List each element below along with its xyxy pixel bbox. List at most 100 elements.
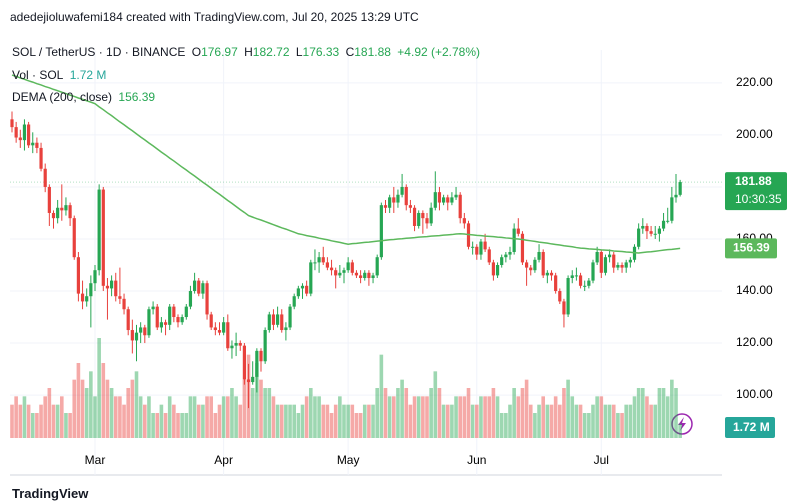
candle-body (300, 285, 305, 289)
volume-bar (176, 413, 180, 438)
candle-body (537, 251, 541, 260)
candle-body (329, 267, 334, 271)
volume-bar (35, 413, 39, 438)
candle-body (242, 345, 246, 380)
volume-bar (329, 413, 334, 438)
candle-body (64, 205, 68, 211)
candle-body (197, 280, 201, 294)
candle-body (624, 262, 628, 268)
candle-body (479, 241, 483, 255)
candle-body (193, 280, 197, 292)
candle-body (60, 207, 64, 211)
volume-bar (553, 396, 558, 438)
volume-bar (421, 396, 425, 438)
candle-body (14, 127, 18, 138)
candle-body (151, 306, 155, 310)
ohlc-label: L (295, 45, 303, 59)
volume-bar (138, 396, 143, 438)
candle-body (209, 314, 213, 328)
candle-body (130, 330, 134, 341)
volume-bar (412, 396, 417, 438)
volume-badge (725, 417, 775, 438)
candle-body (446, 197, 450, 203)
candle-body (296, 288, 300, 297)
candle-body (612, 254, 616, 268)
volume-bar (279, 404, 284, 438)
volume-bar (143, 404, 147, 438)
candle-body (22, 124, 27, 141)
volume-bar (670, 379, 674, 438)
volume-bar (653, 404, 658, 438)
candle-body (276, 314, 280, 325)
price-legend: SOL / TetherUS · 1D · BINANCE O176.97 H1… (12, 45, 483, 59)
candle-body (134, 332, 139, 341)
volume-bar (288, 404, 292, 438)
volume-bar (205, 396, 209, 438)
volume-bar (196, 404, 201, 438)
candle-body (184, 306, 188, 318)
x-tick-label: Mar (85, 453, 106, 467)
candle-body (159, 322, 163, 328)
header: adedejioluwafemi184 created with Trading… (10, 10, 419, 24)
candle-body (616, 265, 620, 268)
candle-body (388, 197, 392, 208)
volume-bar (437, 388, 442, 438)
candle-body (587, 280, 591, 286)
volume-value: 1.72 M (69, 68, 107, 82)
volume-bar (549, 404, 554, 438)
candle-body (47, 186, 51, 213)
volume-bar (255, 363, 259, 438)
candle-body (68, 205, 72, 219)
volume-bar (321, 404, 326, 438)
volume-bar (346, 404, 350, 438)
volume-bar (60, 396, 64, 438)
candle-body (462, 218, 466, 224)
volume-bar (296, 413, 301, 438)
volume-bar (342, 404, 346, 438)
volume-bar (242, 379, 247, 438)
candle-body (338, 272, 342, 276)
volume-bar (537, 404, 541, 438)
candle-body (454, 194, 458, 198)
volume-bar (354, 413, 359, 438)
candle-body (558, 291, 562, 302)
candle-body (280, 314, 284, 331)
volume-bar (429, 388, 433, 438)
countdown: 10:30:35 (735, 192, 782, 206)
volume-bar (578, 404, 583, 438)
volume-bar (26, 404, 31, 438)
candle-body (653, 233, 657, 235)
volume-bar (213, 413, 218, 438)
volume-bar (661, 388, 666, 438)
volume-bar (570, 396, 575, 438)
volume-bar (649, 404, 653, 438)
volume-bar (172, 404, 176, 438)
candle-body (520, 233, 525, 263)
candle-body (371, 275, 375, 279)
volume-bar (479, 396, 483, 438)
candle-body (51, 212, 56, 219)
candle-body (363, 272, 367, 279)
volume-bar (134, 371, 139, 438)
volume-bar (230, 388, 234, 438)
volume-bar (151, 413, 155, 438)
volume-bar (582, 413, 587, 438)
candle-body (263, 330, 267, 362)
candle-body (222, 322, 226, 333)
volume-bar (317, 396, 321, 438)
x-tick-label: Jun (467, 453, 486, 467)
volume-bar (558, 404, 562, 438)
volume-bar (470, 404, 475, 438)
candle-body (408, 205, 412, 208)
volume-bar (491, 388, 496, 438)
volume-bar (217, 404, 222, 438)
ohlc-value: 181.88 (354, 45, 391, 59)
candle-body (637, 228, 641, 247)
volume-bar (512, 388, 516, 438)
candle-body (670, 197, 674, 221)
volume-bar (574, 404, 579, 438)
candle-body (105, 285, 110, 289)
candle-body (284, 327, 288, 331)
candle-body (176, 317, 180, 323)
candle-body (139, 327, 143, 333)
